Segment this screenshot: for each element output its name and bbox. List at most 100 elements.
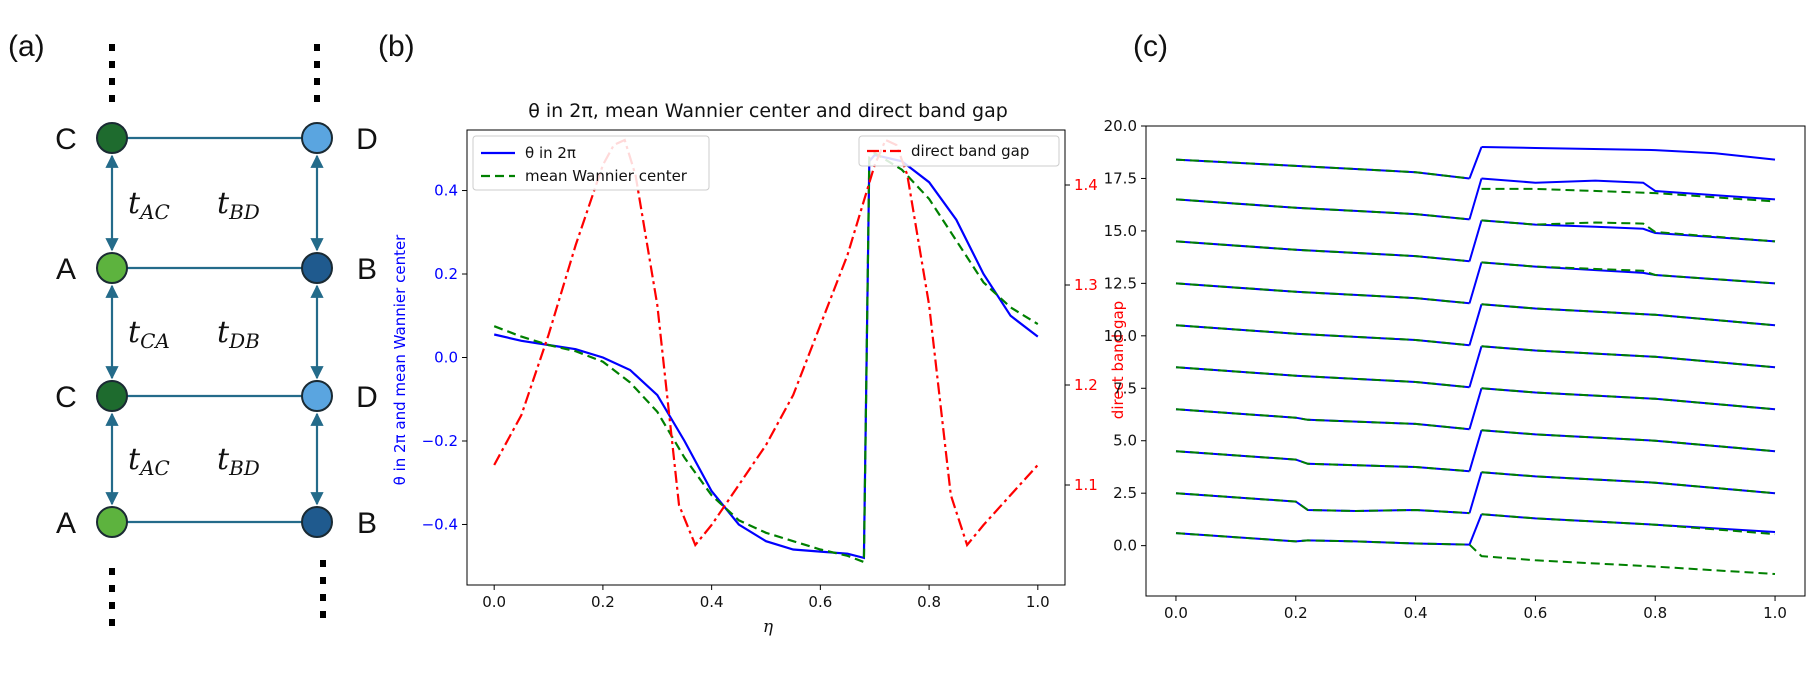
chart-c-ytick-label: 20.0 (1104, 117, 1137, 135)
chart-b-y2tick-label: 1.1 (1074, 476, 1098, 494)
site-d-node (301, 380, 333, 412)
hopping-label-bd: tBD (217, 442, 260, 480)
chart-b-ytick-label: −0.4 (422, 515, 458, 533)
chart-b-y2label: direct band gap (1109, 301, 1127, 419)
chart-c-ytick-label: 12.5 (1104, 274, 1137, 292)
chart-c-series-1-branch-18 (1481, 187, 1776, 203)
chart-c-series-1-branch-3 (1175, 450, 1470, 473)
site-c-node (96, 380, 128, 412)
chart-b-ytick-label: 0.2 (434, 265, 458, 283)
site-label-b: B (357, 253, 377, 286)
chart-c-series-1-branch-1 (1175, 492, 1470, 515)
chart-c-series-0-branch-13 (1468, 346, 1483, 388)
site-label-d: D (356, 381, 378, 414)
chart-b-legend-label: θ in 2π (525, 144, 576, 162)
ellipsis-dot (320, 611, 326, 618)
ellipsis-dot (109, 44, 115, 51)
panel-label-c: (c) (1133, 30, 1168, 63)
chart-b-y2tick-label: 1.2 (1074, 376, 1098, 394)
site-b-node (301, 506, 333, 538)
ellipsis-dot (320, 560, 326, 567)
chart-b-ylabel: θ in 2π and mean Wannier center (391, 234, 409, 486)
chart-c-series-1-branch-8 (1481, 387, 1776, 411)
chart-c: 0.0 0.2 0.4 0.6 0.8 1.0 0.0 2.5 5.0 7.5 10.0 12.5 15… (1104, 117, 1806, 622)
chart-c-series-0-branch-10 (1468, 388, 1483, 430)
hopping-label-ca: tCA (128, 315, 170, 353)
hopping-label-ac: tAC (128, 442, 170, 480)
ellipsis-dot (109, 568, 115, 575)
chart-c-ytick-label: 10.0 (1104, 327, 1137, 345)
chart-c-series-0-branch-26 (1481, 177, 1776, 201)
chart-c-xtick-label: 0.0 (1164, 604, 1188, 622)
ellipsis-dot (109, 95, 115, 102)
chart-b-xlabel: η (763, 617, 774, 637)
chart-c-plot-area: 0.0 0.2 0.4 0.6 0.8 1.0 0.0 2.5 5.0 7.5 10.0 12.5 15… (1104, 117, 1806, 622)
hopping-label-bd: tBD (217, 186, 260, 224)
site-label-c: C (55, 123, 77, 156)
chart-c-series-0-branch-29 (1481, 146, 1776, 161)
chart-c-ytick-label: 17.5 (1104, 169, 1137, 187)
ellipsis-dot (320, 577, 326, 584)
chart-c-series-1-branch-0 (1175, 532, 1776, 575)
site-label-a: A (56, 253, 76, 286)
chart-b-legend-right-box (858, 135, 1060, 167)
chart-b-xtick-label: 0.4 (700, 593, 724, 611)
ellipsis-dot (109, 585, 115, 592)
hopping-label-ac: tAC (128, 186, 170, 224)
site-label-b: B (357, 507, 377, 540)
chart-c-series-0-branch-4 (1468, 471, 1483, 514)
chart-b-legend-label: direct band gap (911, 142, 1029, 160)
chart-b-legend-label: mean Wannier center (525, 167, 688, 185)
chart-b: θ in 2π, mean Wannier center and direct … (391, 100, 1127, 637)
chart-c-series-1-branch-9 (1175, 324, 1470, 347)
chart-c-series-0-branch-7 (1468, 429, 1483, 472)
chart-c-series-1-branch-5 (1175, 408, 1470, 431)
chart-b-ytick-label: 0.0 (434, 349, 458, 367)
chart-c-ytick-label: 0.0 (1113, 537, 1137, 555)
site-c-node (96, 122, 128, 154)
chart-c-ytick-label: 15.0 (1104, 222, 1137, 240)
chart-c-series-1-branch-12 (1481, 303, 1776, 327)
chart-b-xtick-label: 0.6 (808, 593, 832, 611)
ellipsis-dot (314, 44, 320, 51)
ellipsis-dot (109, 78, 115, 85)
chart-c-series-1-branch-13 (1175, 240, 1470, 263)
hopping-label-db: tDB (217, 315, 260, 353)
panel-label-b: (b) (378, 30, 415, 63)
chart-c-ytick-label: 7.5 (1113, 379, 1137, 397)
chart-b-frame (466, 129, 1066, 586)
site-label-a: A (56, 507, 76, 540)
chart-c-series-0-branch-16 (1468, 304, 1483, 346)
chart-c-series-0-branch-28 (1468, 146, 1483, 179)
ellipsis-dot (109, 61, 115, 68)
chart-b-plot-area: 0.0 0.2 0.4 0.6 0.8 1.0 −0.4 −0.2 0.0 0.2 0.4 1.1 1.… (422, 129, 1098, 611)
chart-c-xtick-label: 0.4 (1404, 604, 1428, 622)
chart-b-title: θ in 2π, mean Wannier center and direct … (528, 100, 1008, 122)
chart-c-series-1-branch-10 (1481, 345, 1776, 369)
chart-b-xtick-label: 1.0 (1026, 593, 1050, 611)
chart-b-xtick-label: 0.2 (591, 593, 615, 611)
site-b-node (301, 252, 333, 284)
ellipsis-dot (314, 78, 320, 85)
chart-c-series-1-branch-2 (1481, 513, 1776, 536)
chart-b-legend-left-box (472, 135, 710, 191)
chart-c-series-1-branch-14 (1481, 261, 1776, 285)
chart-c-series-1-branch-15 (1175, 198, 1470, 221)
chart-c-series-0-branch-25 (1468, 178, 1483, 220)
chart-b-series-line-2 (493, 138, 1039, 548)
chart-c-series-1-branch-4 (1481, 471, 1776, 495)
ellipsis-dot (109, 619, 115, 626)
chart-b-series-line-1 (493, 151, 1039, 564)
chart-c-series-1-branch-7 (1175, 366, 1470, 389)
site-a-node (96, 506, 128, 538)
site-label-d: D (356, 123, 378, 156)
ellipsis-dot (320, 594, 326, 601)
chart-c-xtick-label: 0.2 (1284, 604, 1308, 622)
chart-b-ytick-label: 0.4 (434, 182, 458, 200)
site-label-c: C (55, 381, 77, 414)
chart-b-series-line-0 (493, 153, 1039, 560)
chart-c-series-1-branch-6 (1481, 429, 1776, 453)
chart-b-y2tick-label: 1.3 (1074, 276, 1098, 294)
